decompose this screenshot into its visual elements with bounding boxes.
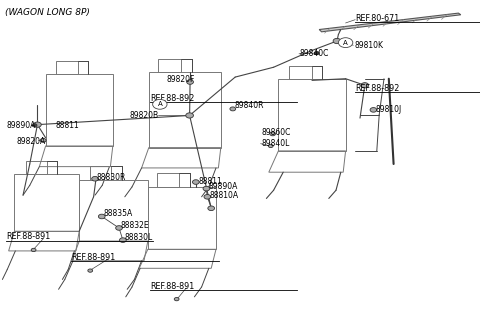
Text: 89890A: 89890A: [7, 121, 36, 130]
Circle shape: [98, 214, 105, 219]
Circle shape: [153, 99, 167, 109]
Text: 88830L: 88830L: [125, 233, 153, 242]
Text: REF.88-892: REF.88-892: [150, 94, 194, 103]
Circle shape: [187, 80, 193, 84]
Text: 89840L: 89840L: [262, 139, 290, 148]
Circle shape: [314, 51, 319, 55]
Circle shape: [268, 144, 273, 148]
Circle shape: [120, 238, 126, 242]
Circle shape: [361, 83, 369, 88]
Circle shape: [40, 138, 46, 142]
Circle shape: [31, 248, 36, 252]
Text: (WAGON LONG 8P): (WAGON LONG 8P): [5, 8, 90, 17]
Text: A: A: [343, 40, 348, 46]
Text: REF.88-891: REF.88-891: [71, 253, 115, 262]
Text: 89820A: 89820A: [16, 137, 46, 146]
Text: 88810A: 88810A: [210, 191, 239, 200]
Text: A: A: [157, 101, 162, 107]
Text: 89860C: 89860C: [262, 128, 291, 137]
Text: 89840C: 89840C: [300, 49, 329, 58]
Circle shape: [186, 113, 193, 118]
Circle shape: [208, 206, 215, 211]
Text: 88830R: 88830R: [97, 173, 126, 182]
Circle shape: [192, 180, 199, 184]
Circle shape: [92, 176, 98, 181]
Circle shape: [88, 269, 93, 272]
Text: 89820B: 89820B: [130, 111, 159, 120]
Circle shape: [116, 226, 122, 230]
Text: 88811: 88811: [55, 121, 79, 130]
Polygon shape: [319, 13, 461, 32]
Circle shape: [333, 38, 341, 44]
Text: 88811: 88811: [198, 176, 222, 186]
Circle shape: [230, 107, 236, 111]
Circle shape: [174, 297, 179, 301]
Text: REF.88-891: REF.88-891: [150, 281, 194, 291]
Text: 89810K: 89810K: [354, 41, 383, 50]
Circle shape: [370, 108, 377, 112]
Text: REF.80-671: REF.80-671: [355, 13, 399, 23]
Circle shape: [203, 186, 210, 191]
Text: 89840R: 89840R: [234, 101, 264, 110]
Text: REF.88-891: REF.88-891: [6, 232, 50, 241]
Circle shape: [204, 195, 211, 199]
Circle shape: [338, 38, 353, 48]
Text: 89810J: 89810J: [376, 105, 402, 114]
Text: 88832E: 88832E: [121, 221, 150, 230]
Circle shape: [34, 122, 41, 127]
Text: 89820F: 89820F: [167, 75, 195, 84]
Text: 88835A: 88835A: [103, 209, 132, 218]
Text: 89890A: 89890A: [209, 182, 238, 192]
Text: REF.88-892: REF.88-892: [355, 84, 399, 93]
Circle shape: [32, 124, 37, 127]
Circle shape: [270, 132, 276, 136]
